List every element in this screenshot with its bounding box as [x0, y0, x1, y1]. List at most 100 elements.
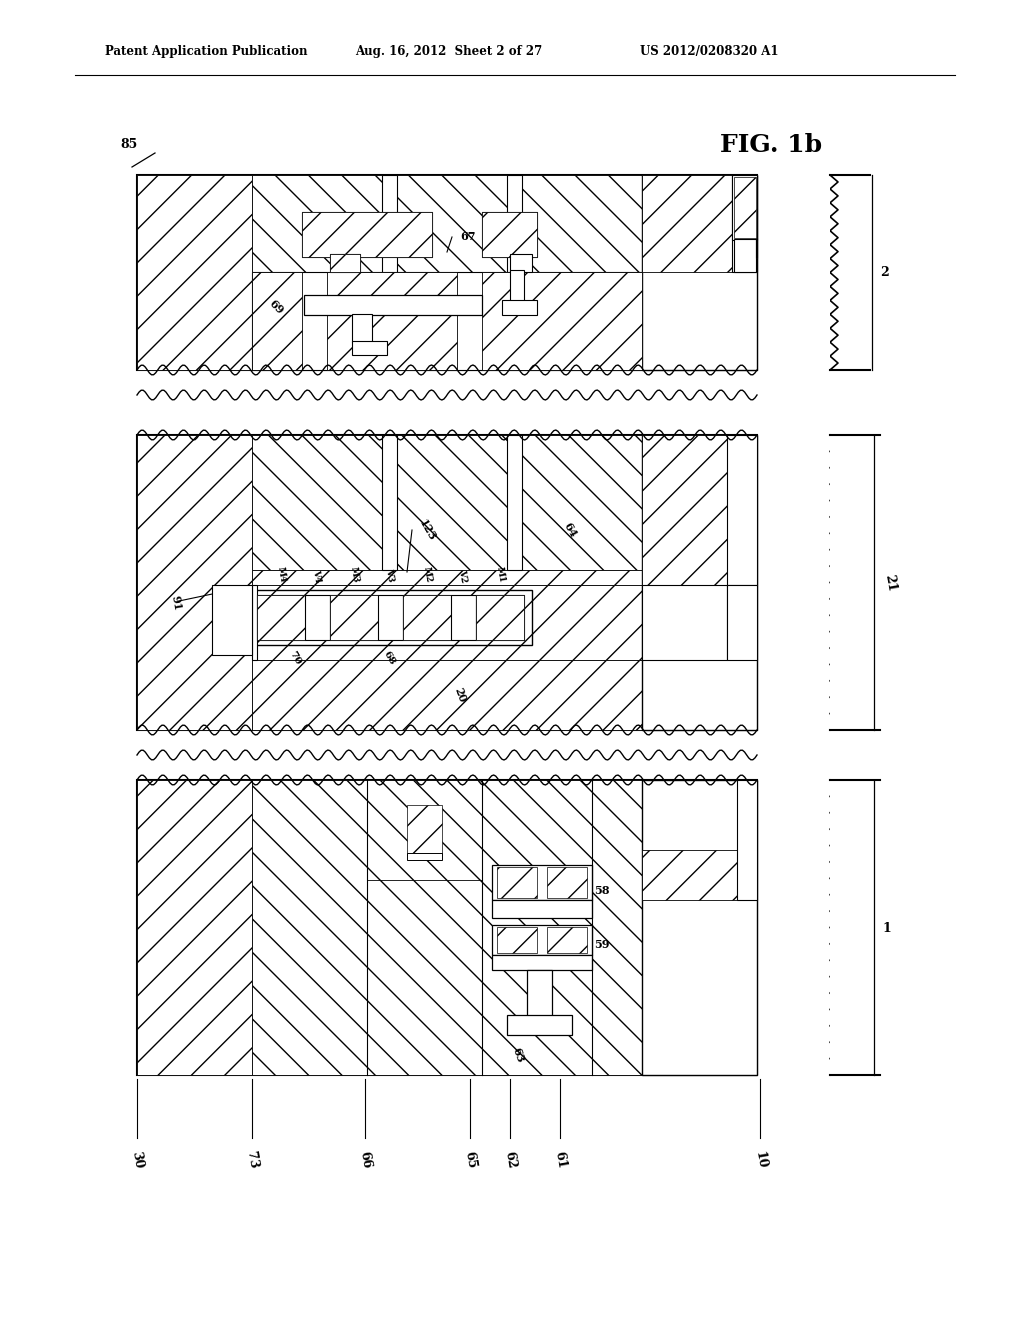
Bar	[327, 272, 457, 370]
Bar	[510, 253, 532, 272]
Bar	[330, 253, 360, 272]
Bar	[476, 595, 524, 640]
Bar	[642, 176, 732, 272]
Bar	[476, 595, 524, 640]
Text: M2: M2	[421, 565, 433, 583]
Bar	[403, 595, 451, 640]
Text: 85: 85	[121, 139, 137, 150]
Bar	[330, 253, 360, 272]
Bar	[507, 436, 522, 570]
Bar	[547, 927, 587, 953]
Text: V4: V4	[311, 569, 323, 583]
Bar	[482, 213, 537, 257]
Bar	[527, 970, 552, 1020]
Bar	[497, 867, 537, 898]
Bar	[734, 177, 756, 238]
Text: 20: 20	[452, 686, 468, 704]
Bar	[382, 436, 397, 570]
Text: 61: 61	[552, 1150, 568, 1170]
Text: M3: M3	[348, 565, 359, 583]
Text: M1: M1	[495, 565, 506, 583]
Bar	[830, 436, 880, 730]
Text: Aug. 16, 2012  Sheet 2 of 27: Aug. 16, 2012 Sheet 2 of 27	[355, 45, 543, 58]
Text: 73: 73	[244, 1150, 260, 1170]
Text: 64: 64	[562, 520, 580, 540]
Bar	[830, 780, 880, 1074]
Bar	[502, 300, 537, 315]
Bar	[507, 1015, 572, 1035]
Bar	[252, 272, 642, 370]
Bar	[642, 850, 737, 900]
Bar	[522, 436, 642, 570]
Bar	[403, 595, 451, 640]
Bar	[252, 660, 642, 730]
Text: 70: 70	[287, 649, 302, 667]
Text: 1: 1	[882, 921, 891, 935]
Bar	[397, 176, 507, 272]
Bar	[257, 595, 305, 640]
Bar	[492, 865, 592, 900]
Text: 30: 30	[129, 1150, 145, 1170]
Bar	[642, 585, 727, 660]
Text: 66: 66	[357, 1150, 373, 1170]
Bar	[137, 780, 252, 1074]
Text: 67: 67	[460, 231, 475, 243]
Bar	[482, 272, 642, 370]
Bar	[727, 585, 757, 660]
Bar	[492, 954, 592, 970]
Text: 2: 2	[880, 267, 889, 280]
Bar	[492, 900, 592, 917]
Text: 123: 123	[417, 517, 438, 543]
Bar	[252, 436, 382, 570]
Text: 21: 21	[882, 573, 898, 593]
Bar	[547, 867, 587, 898]
Text: V3: V3	[384, 569, 395, 583]
Text: M4: M4	[275, 565, 287, 583]
Bar	[642, 176, 757, 370]
Bar	[252, 585, 642, 660]
Bar	[397, 436, 507, 570]
Bar	[352, 314, 372, 342]
Bar	[352, 341, 387, 355]
Bar	[137, 436, 757, 730]
Text: V2: V2	[458, 569, 469, 583]
Bar	[252, 570, 642, 585]
Text: 68: 68	[382, 649, 397, 667]
Bar	[302, 213, 432, 257]
Bar	[797, 176, 830, 370]
Bar	[642, 436, 757, 730]
Bar	[137, 176, 252, 370]
Text: FIG. 1b: FIG. 1b	[720, 133, 822, 157]
Text: 69: 69	[267, 297, 286, 317]
Bar	[732, 176, 757, 240]
Text: US 2012/0208320 A1: US 2012/0208320 A1	[640, 45, 778, 58]
Bar	[252, 780, 642, 1074]
Bar	[137, 436, 252, 730]
Bar	[482, 213, 537, 257]
Bar	[137, 176, 757, 370]
Bar	[642, 780, 757, 1074]
Text: 58: 58	[594, 884, 609, 895]
Bar	[492, 925, 592, 954]
Bar	[497, 927, 537, 953]
Bar	[642, 436, 727, 585]
Bar	[367, 780, 482, 880]
Bar	[330, 595, 378, 640]
Text: 62: 62	[502, 1150, 518, 1170]
Bar	[330, 595, 378, 640]
Bar	[407, 805, 442, 855]
Text: 65: 65	[462, 1150, 478, 1170]
Bar	[522, 176, 642, 272]
Bar	[382, 176, 397, 272]
Text: 91: 91	[169, 594, 182, 611]
Bar	[510, 271, 524, 302]
Bar	[302, 213, 432, 257]
Text: Patent Application Publication: Patent Application Publication	[105, 45, 307, 58]
Bar	[737, 780, 757, 900]
Bar	[252, 780, 642, 1074]
Bar	[252, 590, 532, 645]
Bar	[212, 585, 252, 655]
Bar	[734, 239, 756, 272]
Bar	[407, 853, 442, 861]
Text: 59: 59	[594, 940, 609, 950]
